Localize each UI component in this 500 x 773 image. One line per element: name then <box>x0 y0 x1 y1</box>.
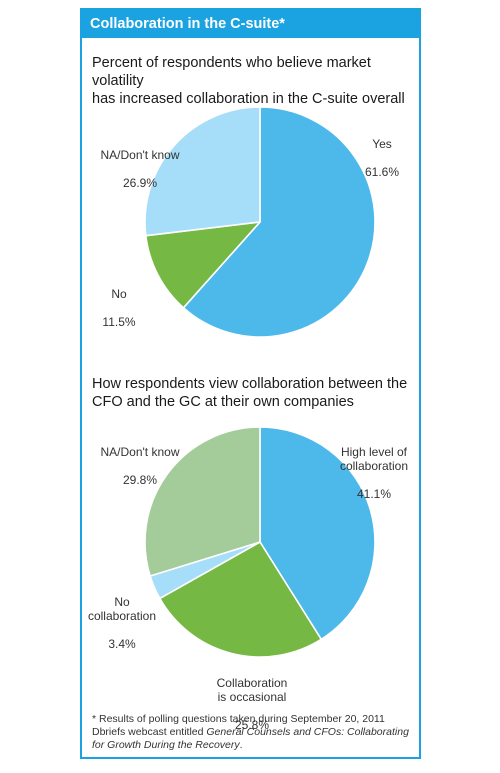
footnote-webcast-title: General Counsels and CFOs: Collaborating… <box>92 726 409 751</box>
chart1-label-yes: Yes 61.6% <box>342 123 422 193</box>
panel-banner-title: Collaboration in the C-suite* <box>82 10 419 38</box>
chart2-label-high-value: 41.1% <box>356 487 392 501</box>
chart2-label-high-name: High level of collaboration <box>339 445 409 473</box>
chart2-label-occasional-value: 25.8% <box>234 718 270 732</box>
chart1-label-no-value: 11.5% <box>102 315 136 329</box>
chart1-label-no-name: No <box>111 287 127 301</box>
chart1-label-na-name: NA/Don't know <box>100 148 180 162</box>
chart2-label-none-value: 3.4% <box>108 637 136 651</box>
chart2-label-na-value: 29.8% <box>122 473 158 487</box>
chart1-label-na: NA/Don't know 26.9% <box>90 134 190 204</box>
chart1-slice-1 <box>145 221 261 309</box>
chart2-title: How respondents view collaboration betwe… <box>92 376 408 410</box>
chart2-label-na-name: NA/Don't know <box>100 445 180 459</box>
chart1-label-no: No 11.5% <box>94 273 144 343</box>
chart1-slice-0 <box>182 106 376 338</box>
chart1-label-na-value: 26.9% <box>122 176 158 190</box>
chart2-label-na: NA/Don't know 29.8% <box>90 431 190 501</box>
chart2-label-none-name: No collaboration <box>87 595 157 623</box>
footnote-suffix: . <box>239 739 243 751</box>
chart1-slice-2 <box>144 106 261 237</box>
chart2-label-occasional-name: Collaboration is occasional <box>216 676 288 704</box>
chart2-slice-1 <box>159 541 323 658</box>
chart2-label-high: High level of collaboration 41.1% <box>329 431 419 515</box>
chart1-label-yes-value: 61.6% <box>364 165 400 179</box>
chart2-slice-3 <box>144 426 261 577</box>
chart1-pie <box>144 106 376 338</box>
footnote: * Results of polling questions taken dur… <box>92 713 412 752</box>
footnote-prefix: * Results of polling questions taken dur… <box>92 713 385 738</box>
chart2-label-none: No collaboration 3.4% <box>82 581 162 665</box>
chart1-label-yes-name: Yes <box>372 137 392 151</box>
chart1-title: Percent of respondents who believe marke… <box>92 55 405 107</box>
chart2-pie <box>144 426 376 658</box>
collaboration-panel: Collaboration in the C-suite* Percent of… <box>80 8 421 759</box>
chart2-label-occasional: Collaboration is occasional 25.8% <box>202 662 302 746</box>
